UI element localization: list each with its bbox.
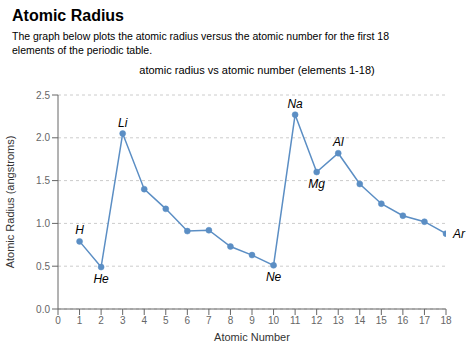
- svg-text:15: 15: [376, 315, 388, 326]
- svg-text:13: 13: [333, 315, 345, 326]
- svg-text:2: 2: [98, 315, 104, 326]
- svg-text:0.5: 0.5: [36, 261, 50, 272]
- svg-text:0.0: 0.0: [36, 304, 50, 315]
- svg-text:H: H: [75, 223, 84, 237]
- svg-text:1.0: 1.0: [36, 218, 50, 229]
- svg-text:16: 16: [397, 315, 409, 326]
- svg-text:Li: Li: [118, 116, 128, 130]
- svg-text:2.5: 2.5: [36, 90, 50, 101]
- svg-text:14: 14: [354, 315, 366, 326]
- svg-text:10: 10: [268, 315, 280, 326]
- svg-text:11: 11: [290, 315, 301, 326]
- svg-text:Atomic Number: Atomic Number: [214, 331, 290, 343]
- svg-text:9: 9: [249, 315, 255, 326]
- svg-text:8: 8: [228, 315, 234, 326]
- svg-text:Mg: Mg: [308, 177, 325, 191]
- html-text:elements of the periodic table: elements of the periodic table.: [12, 44, 153, 56]
- svg-text:Na: Na: [287, 97, 303, 111]
- svg-text:3: 3: [120, 315, 126, 326]
- svg-text:Ne: Ne: [266, 270, 282, 284]
- svg-text:7: 7: [206, 315, 212, 326]
- svg-text:Ar: Ar: [452, 227, 466, 241]
- svg-text:2.0: 2.0: [36, 132, 50, 143]
- svg-text:12: 12: [311, 315, 323, 326]
- svg-text:5: 5: [163, 315, 169, 326]
- svg-text:1.5: 1.5: [36, 175, 50, 186]
- svg-text:Atomic Radius (angstroms): Atomic Radius (angstroms): [8, 136, 16, 269]
- svg-text:4: 4: [141, 315, 147, 326]
- svg-text:He: He: [93, 272, 109, 286]
- svg-text:1: 1: [77, 315, 83, 326]
- html-text:atomic radius vs atomic number: atomic radius vs atomic number (elements…: [139, 64, 375, 76]
- html-text:The graph below plots the atom: The graph below plots the atomic radius …: [12, 30, 389, 42]
- html-text:Atomic Radius: Atomic Radius: [12, 7, 124, 24]
- svg-text:Al: Al: [332, 135, 344, 149]
- svg-text:18: 18: [440, 315, 452, 326]
- svg-text:0: 0: [55, 315, 61, 326]
- svg-text:17: 17: [419, 315, 431, 326]
- svg-text:6: 6: [185, 315, 191, 326]
